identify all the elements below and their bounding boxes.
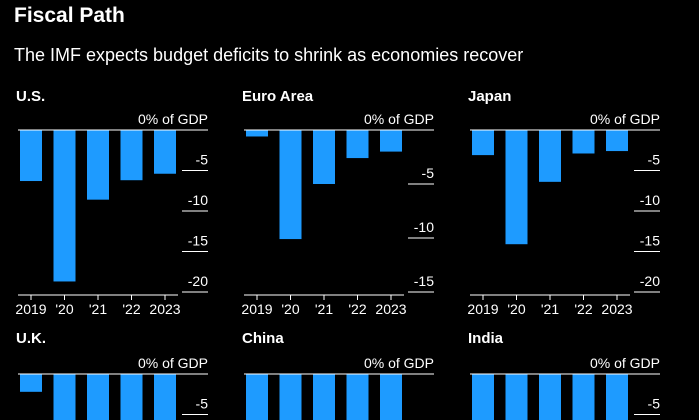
bar <box>539 130 561 182</box>
y-tick-label: -15 <box>640 233 660 249</box>
x-tick-label: 2019 <box>15 301 46 317</box>
bar <box>539 374 561 420</box>
y-tick-label: -15 <box>414 273 434 289</box>
panel-title: U.K. <box>16 330 46 347</box>
x-tick-label: '20 <box>281 301 299 317</box>
bar <box>346 130 369 159</box>
bar <box>572 130 595 154</box>
bar <box>505 374 528 420</box>
bar <box>53 130 76 282</box>
panel-title: Japan <box>468 88 511 105</box>
panel-title: Euro Area <box>242 88 314 105</box>
x-tick-label: '20 <box>507 301 525 317</box>
chart-subtitle: The IMF expects budget deficits to shrin… <box>14 45 524 65</box>
bar <box>87 130 109 200</box>
bar <box>120 130 143 181</box>
x-tick-label: '22 <box>574 301 592 317</box>
bar <box>154 130 176 174</box>
y-tick-label: -5 <box>196 152 209 168</box>
chart-title: Fiscal Path <box>14 4 125 27</box>
y-tick-label: 0% of GDP <box>138 111 208 127</box>
panel-title: India <box>468 330 504 347</box>
bar <box>572 374 595 420</box>
x-tick-label: '21 <box>315 301 333 317</box>
x-tick-label: 2023 <box>149 301 180 317</box>
y-tick-label: -5 <box>196 396 209 412</box>
x-tick-label: 2023 <box>601 301 632 317</box>
bar <box>313 374 335 420</box>
y-tick-label: -5 <box>648 152 661 168</box>
bar <box>87 374 109 420</box>
x-tick-label: 2023 <box>375 301 406 317</box>
x-tick-label: '21 <box>89 301 107 317</box>
bar <box>472 374 494 420</box>
y-tick-label: 0% of GDP <box>364 355 434 371</box>
bar <box>380 374 402 420</box>
y-tick-label: -20 <box>188 273 208 289</box>
y-tick-label: 0% of GDP <box>590 111 660 127</box>
bar <box>53 374 76 420</box>
bar <box>606 374 628 420</box>
x-tick-label: '22 <box>348 301 366 317</box>
x-tick-label: '21 <box>541 301 559 317</box>
x-tick-label: '20 <box>55 301 73 317</box>
y-tick-label: -10 <box>640 192 660 208</box>
y-tick-label: 0% of GDP <box>138 355 208 371</box>
x-tick-label: 2019 <box>241 301 272 317</box>
y-tick-label: -5 <box>422 165 435 181</box>
y-tick-label: -5 <box>648 396 661 412</box>
panel-title: U.S. <box>16 88 45 105</box>
x-tick-label: '22 <box>122 301 140 317</box>
bar <box>20 130 42 182</box>
bar <box>120 374 143 420</box>
y-tick-label: 0% of GDP <box>364 111 434 127</box>
bar <box>472 130 494 156</box>
x-tick-label: 2019 <box>467 301 498 317</box>
bar <box>505 130 528 245</box>
bar <box>606 130 628 152</box>
panel-title: China <box>242 330 284 347</box>
bar <box>380 130 402 152</box>
bar <box>313 130 335 184</box>
bar <box>246 130 268 137</box>
y-tick-label: 0% of GDP <box>590 355 660 371</box>
y-tick-label: -10 <box>188 192 208 208</box>
y-tick-label: -10 <box>414 219 434 235</box>
bar <box>20 374 42 392</box>
bar <box>246 374 268 420</box>
bar <box>279 374 302 420</box>
bar <box>346 374 369 420</box>
y-tick-label: -20 <box>640 273 660 289</box>
bar <box>279 130 302 240</box>
y-tick-label: -15 <box>188 233 208 249</box>
bar <box>154 374 176 420</box>
